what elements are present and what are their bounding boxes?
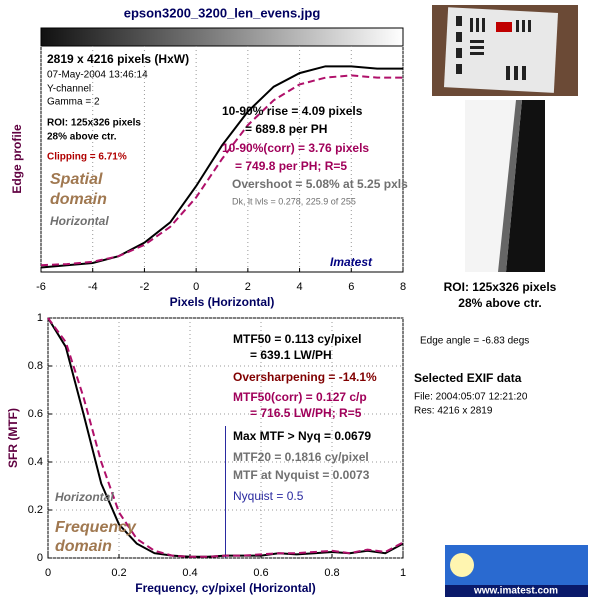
annotation: Imatest <box>330 255 373 269</box>
x-tick-label: 2 <box>245 281 251 293</box>
exif-title: Selected EXIF data <box>414 371 522 385</box>
x-tick-label: 0 <box>45 567 51 579</box>
reference-label: Nyquist = 0.5 <box>233 489 304 503</box>
x-tick-label: 4 <box>297 281 303 293</box>
x-tick-label: 0.6 <box>253 567 268 579</box>
x-tick-label: 8 <box>400 281 406 293</box>
annotation: Oversharpening = -14.1% <box>233 370 377 384</box>
annotation: = 749.8 per PH; R=5 <box>235 159 347 173</box>
annotation: ROI: 125x326 pixels <box>47 118 141 129</box>
roi-position: 28% above ctr. <box>458 296 541 310</box>
roi-image <box>465 100 545 272</box>
exif-file: File: 2004:05:07 12:21:20 <box>414 392 528 403</box>
y-axis-label: Edge profile <box>10 124 24 194</box>
annotation: Spatial <box>50 171 103 188</box>
annotation: = 716.5 LW/PH; R=5 <box>250 406 362 420</box>
annotation: Frequency <box>55 519 137 536</box>
x-tick-label: 6 <box>348 281 354 293</box>
annotation: Overshoot = 5.08% at 5.25 pxls <box>232 177 408 191</box>
y-tick-label: 0.2 <box>28 504 43 516</box>
gray-bar <box>40 27 404 47</box>
series-line <box>40 74 403 267</box>
y-tick-label: 0.8 <box>28 360 43 372</box>
annotation: Gamma = 2 <box>47 97 100 108</box>
annotation: 07-May-2004 13:46:14 <box>47 70 148 81</box>
logo-text: www.imatest.com <box>473 586 558 597</box>
thumbnail <box>432 5 578 96</box>
x-tick-label: 0 <box>193 281 199 293</box>
y-axis-label: SFR (MTF) <box>6 408 20 468</box>
y-tick-label: 0.6 <box>28 408 43 420</box>
roi-label: ROI: 125x326 pixels <box>444 280 557 294</box>
annotation: 2819 x 4216 pixels (HxW) <box>47 52 189 66</box>
logo: www.imatest.com <box>445 545 588 597</box>
annotation: 10-90%(corr) = 3.76 pixels <box>222 141 369 155</box>
y-tick-label: 0 <box>37 552 43 564</box>
x-axis-label: Frequency, cy/pixel (Horizontal) <box>135 581 315 595</box>
annotation: Horizontal <box>55 490 114 504</box>
y-tick-label: 1 <box>37 312 43 324</box>
x-tick-label: 0.4 <box>182 567 197 579</box>
x-tick-label: 1 <box>400 567 406 579</box>
annotation: Y-channel <box>47 84 91 95</box>
annotation: Horizontal <box>50 214 109 228</box>
x-tick-label: 0.2 <box>111 567 126 579</box>
x-tick-label: -2 <box>140 281 150 293</box>
edge-angle: Edge angle = -6.83 degs <box>420 336 529 347</box>
annotation: 10-90% rise = 4.09 pixels <box>222 104 363 118</box>
y-tick-label: 0.4 <box>28 456 43 468</box>
annotation: Clipping = 6.71% <box>47 152 127 163</box>
annotation: MTF50 = 0.113 cy/pixel <box>233 332 361 346</box>
annotation: Dk, lt lvls = 0.278, 225.9 of 255 <box>232 196 356 206</box>
annotation: MTF at Nyquist = 0.0073 <box>233 468 370 482</box>
x-axis-label: Pixels (Horizontal) <box>170 295 275 309</box>
annotation: = 689.8 per PH <box>245 122 327 136</box>
x-tick-label: 0.8 <box>324 567 339 579</box>
annotation: 28% above ctr. <box>47 132 117 143</box>
series-line <box>47 317 404 558</box>
title: epson3200_3200_len_evens.jpg <box>124 5 321 20</box>
annotation: MTF20 = 0.1816 cy/pixel <box>233 450 369 464</box>
x-tick-label: -4 <box>88 281 98 293</box>
annotation: domain <box>50 191 107 208</box>
annotation: MTF50(corr) = 0.127 c/p <box>233 390 367 404</box>
annotation: Max MTF > Nyq = 0.0679 <box>233 429 371 443</box>
annotation: domain <box>55 538 112 555</box>
exif-res: Res: 4216 x 2819 <box>414 406 493 417</box>
x-tick-label: -6 <box>36 281 46 293</box>
annotation: = 639.1 LW/PH <box>250 348 332 362</box>
